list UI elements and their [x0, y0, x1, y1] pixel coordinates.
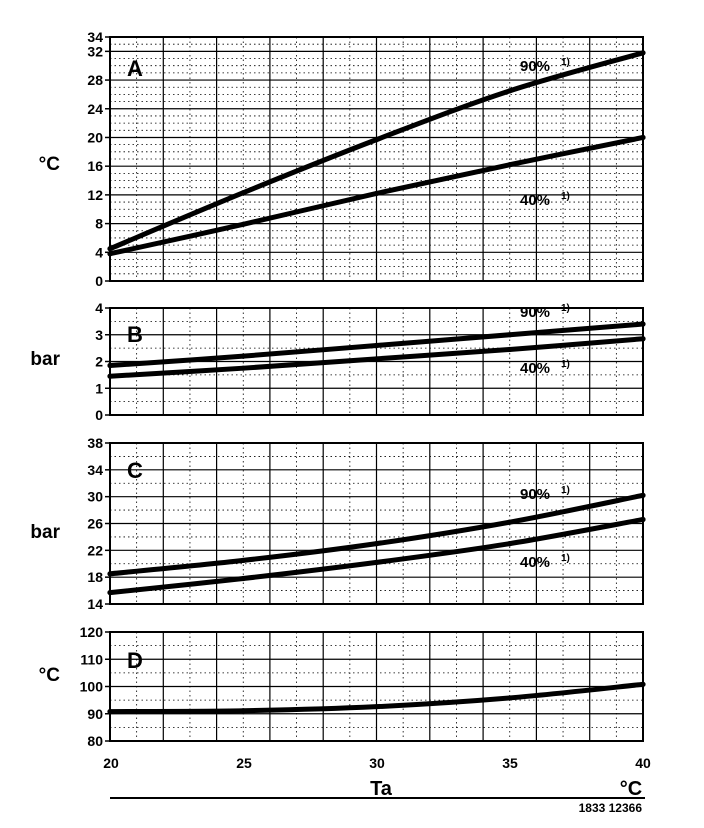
series-point — [640, 134, 646, 141]
series-label: 90% — [520, 304, 550, 321]
series-label-footnote: 1) — [561, 303, 570, 314]
y-tick-label: 110 — [80, 651, 103, 667]
series-point — [373, 704, 380, 710]
series-point — [107, 373, 113, 379]
series-label-footnote: 1) — [561, 485, 570, 496]
series-point — [640, 321, 646, 327]
x-tick-label: 35 — [502, 755, 518, 771]
series-point — [640, 336, 646, 342]
series-point — [373, 137, 380, 143]
series-label-footnote: 1) — [561, 57, 570, 68]
y-tick-label: 18 — [87, 569, 103, 585]
y-tick-label: 28 — [87, 72, 103, 88]
y-tick-label: 80 — [87, 733, 103, 749]
y-tick-label: 38 — [87, 435, 103, 451]
y-tick-label: 34 — [87, 29, 103, 45]
x-axis-unit: °C — [620, 778, 642, 800]
series-point — [507, 88, 513, 94]
panel-letter: D — [127, 648, 143, 673]
series-point — [507, 346, 513, 353]
series-point — [107, 251, 113, 257]
series-point — [240, 708, 246, 714]
y-tick-label: 24 — [87, 101, 103, 117]
y-tick-label: 120 — [80, 624, 104, 640]
series-label: 90% — [520, 486, 550, 503]
y-tick-label: 90 — [87, 706, 103, 722]
series-point — [240, 190, 246, 196]
series-point — [640, 492, 646, 498]
y-tick-label: 22 — [87, 542, 103, 558]
series-point — [507, 695, 513, 701]
panel-letter: A — [127, 56, 143, 81]
y-tick-label: 1 — [95, 380, 103, 396]
series-point — [640, 516, 646, 523]
y-tick-label: 16 — [87, 158, 103, 174]
series-point — [507, 519, 513, 525]
y-tick-label: 100 — [80, 679, 104, 695]
series-point — [373, 190, 380, 197]
y-tick-label: 32 — [87, 43, 103, 59]
figure-number: 1833 12366 — [579, 801, 643, 815]
series-label-footnote: 1) — [561, 191, 570, 202]
series-point — [373, 342, 380, 349]
series-label-footnote: 1) — [561, 553, 570, 564]
y-tick-label: 30 — [87, 489, 103, 505]
series-point — [240, 365, 246, 371]
series-point — [240, 575, 246, 582]
x-tick-label: 25 — [236, 755, 252, 771]
series-point — [107, 708, 113, 715]
y-tick-label: 8 — [95, 216, 103, 232]
series-point — [107, 571, 113, 577]
panel-letter: C — [127, 458, 143, 483]
y-tick-label: 4 — [95, 300, 103, 316]
x-tick-label: 30 — [369, 755, 385, 771]
series-label-footnote: 1) — [561, 359, 570, 370]
y-tick-label: 3 — [95, 327, 103, 343]
plot-frame — [109, 36, 644, 282]
y-axis-unit: bar — [30, 349, 60, 370]
series-point — [107, 246, 113, 252]
y-tick-label: 14 — [87, 596, 103, 612]
series-point — [373, 541, 380, 547]
series-point — [107, 589, 113, 596]
series-label: 40% — [520, 554, 550, 571]
y-tick-label: 12 — [87, 187, 103, 203]
series-point — [507, 541, 513, 547]
series-point — [640, 50, 646, 56]
series-label: 90% — [520, 58, 550, 75]
y-axis-unit: °C — [39, 665, 61, 686]
y-tick-label: 20 — [87, 129, 103, 145]
series-point — [507, 332, 513, 338]
panel-d: 80 90 100 110 120 D °C — [39, 624, 646, 749]
y-tick-label: 0 — [95, 273, 103, 289]
series-point — [107, 362, 113, 369]
x-tick-label: 20 — [103, 755, 119, 771]
y-axis-unit: bar — [30, 522, 60, 543]
series-label: 40% — [520, 360, 550, 377]
y-axis-unit: °C — [39, 154, 61, 175]
series-point — [507, 162, 513, 168]
series-point — [240, 557, 246, 563]
y-tick-label: 4 — [95, 244, 103, 260]
series-point — [240, 353, 246, 359]
y-tick-label: 26 — [87, 516, 103, 532]
x-tick-label: 40 — [635, 755, 651, 771]
y-tick-label: 0 — [95, 407, 103, 423]
panel-letter: B — [127, 322, 143, 347]
y-tick-label: 34 — [87, 462, 103, 478]
series-point — [640, 681, 646, 687]
series-point — [240, 221, 246, 227]
series-point — [373, 559, 380, 566]
y-tick-label: 2 — [95, 354, 103, 370]
series-label: 40% — [520, 192, 550, 209]
x-axis-label: Ta — [370, 778, 393, 800]
series-point — [373, 356, 380, 362]
